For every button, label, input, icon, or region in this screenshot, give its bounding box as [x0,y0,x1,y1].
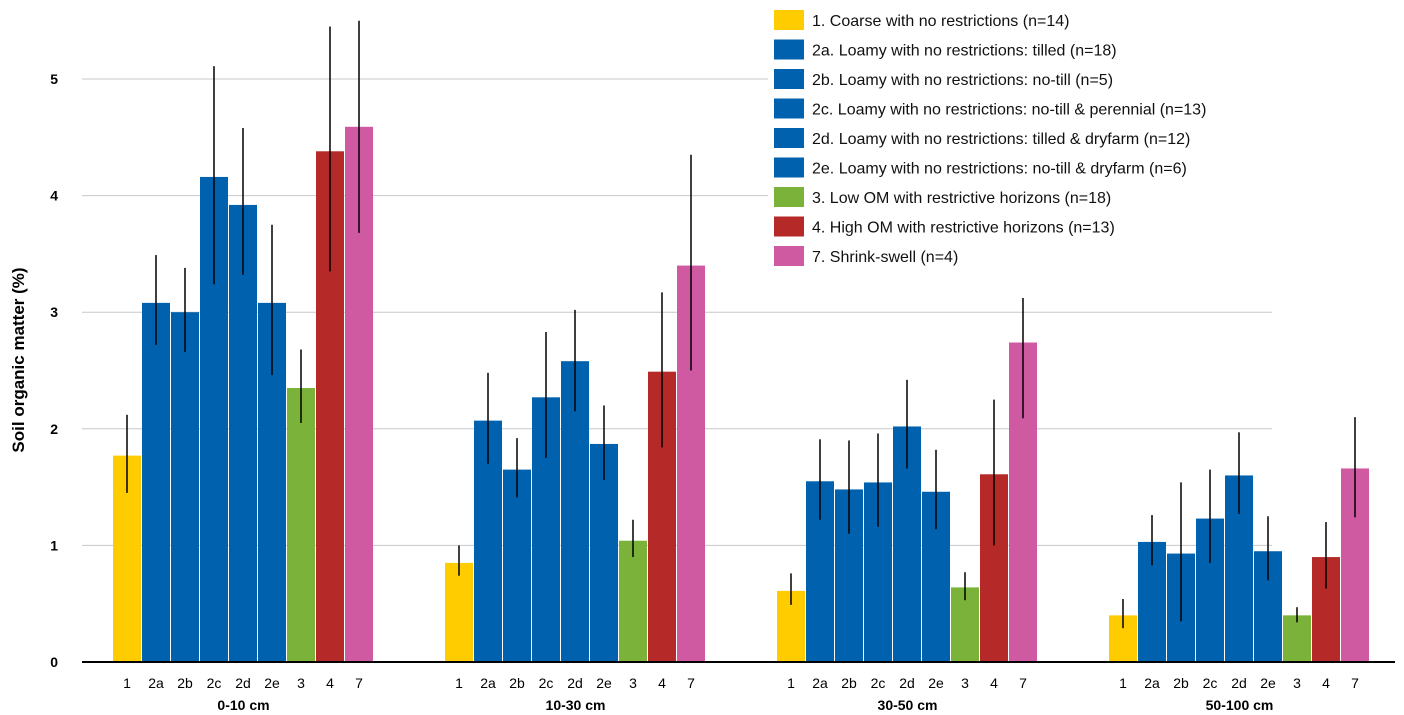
bar-1-10-30cm [445,562,473,662]
y-axis-label: Soil organic matter (%) [9,267,28,452]
legend-swatch [774,157,804,178]
x-tick-label: 2a [1144,675,1160,691]
x-tick-label: 2b [1173,675,1189,691]
group-labels: 0-10 cm 10-30 cm 30-50 cm 50-100 cm [217,697,1273,713]
x-tick-label: 2e [264,675,280,691]
x-tick-label: 2b [177,675,193,691]
x-tick-label: 2c [207,675,222,691]
x-tick-label: 2a [812,675,828,691]
x-tick-label: 1 [787,675,795,691]
group-label: 50-100 cm [1206,697,1274,713]
legend-label: 4. High OM with restrictive horizons (n=… [812,220,1115,237]
x-tick-label: 2b [841,675,857,691]
bar-2b-10-30cm [503,469,531,662]
x-tick-label: 3 [961,675,969,691]
bar-2e-10-30cm [590,443,618,662]
bar-2a-0-10cm [142,302,170,662]
x-tick-label: 2c [539,675,554,691]
x-tick-label: 3 [629,675,637,691]
x-tick-label: 4 [1322,675,1330,691]
x-tick-label: 2b [509,675,525,691]
x-tick-label: 2c [871,675,886,691]
x-tick-label: 1 [455,675,463,691]
x-tick-label: 4 [326,675,334,691]
legend-swatch [774,128,804,148]
x-tick-label: 7 [1351,675,1359,691]
y-tick-label: 3 [50,304,58,320]
legend: 1. Coarse with no restrictions (n=14) 2a.… [768,2,1288,298]
y-tick-label: 1 [50,537,58,553]
bar-2b-0-10cm [171,312,199,662]
legend-background [768,2,1288,298]
legend-label: 7. Shrink-swell (n=4) [812,249,958,266]
x-tick-label: 3 [1293,675,1301,691]
x-tick-label: 2d [567,675,583,691]
y-tick-label: 4 [50,188,58,204]
group-label: 30-50 cm [878,697,938,713]
x-tick-label: 2e [1260,675,1276,691]
legend-label: 2d. Loamy with no restrictions: tilled &… [812,131,1190,148]
y-tick-label: 0 [50,654,58,670]
x-tick-label: 2c [1203,675,1218,691]
x-tick-label: 7 [1019,675,1027,691]
legend-swatch [774,216,804,237]
x-tick-label: 3 [297,675,305,691]
x-tick-label: 2d [899,675,915,691]
group-label: 0-10 cm [217,697,269,713]
bar-2d-0-10cm [229,204,257,663]
x-tick-label: 1 [123,675,131,691]
y-axis-ticks: 0 1 2 3 4 5 [50,71,58,670]
legend-swatch [774,39,804,60]
legend-swatch [774,246,804,266]
legend-label: 2a. Loamy with no restrictions: tilled (… [812,43,1117,60]
legend-swatch [774,10,804,30]
x-tick-label: 2e [596,675,612,691]
x-tick-label: 2e [928,675,944,691]
x-tick-label: 2a [480,675,496,691]
legend-swatch [774,69,804,89]
x-tick-label: 7 [687,675,695,691]
x-tick-label: 2d [1231,675,1247,691]
legend-label: 3. Low OM with restrictive horizons (n=1… [812,190,1111,207]
group-label: 10-30 cm [546,697,606,713]
x-tick-label: 7 [355,675,363,691]
bars [113,126,1369,663]
y-tick-label: 5 [50,71,58,87]
bar-3-50-100cm [1283,615,1311,662]
legend-swatch [774,187,804,207]
x-tick-label: 2d [235,675,251,691]
legend-label: 2b. Loamy with no restrictions: no-till … [812,72,1113,89]
x-tick-label: 2a [148,675,164,691]
legend-swatch [774,98,804,119]
bar-3-10-30cm [619,540,647,662]
legend-label: 2e. Loamy with no restrictions: no-till … [812,161,1187,178]
x-tick-label: 1 [1119,675,1127,691]
x-axis-ticks: 1 2a 2b 2c 2d 2e 3 4 7 1 2a 2b 2c 2d 2e 3 4 7 1 2a 2b 2c 2d 2e 3… [123,675,1359,691]
error-bars [126,20,1356,629]
legend-label: 1. Coarse with no restrictions (n=14) [812,13,1069,30]
bar-3-0-10cm [287,387,315,662]
legend-label: 2c. Loamy with no restrictions: no-till … [812,102,1206,119]
y-tick-label: 2 [50,421,58,437]
x-tick-label: 4 [990,675,998,691]
x-tick-label: 4 [658,675,666,691]
